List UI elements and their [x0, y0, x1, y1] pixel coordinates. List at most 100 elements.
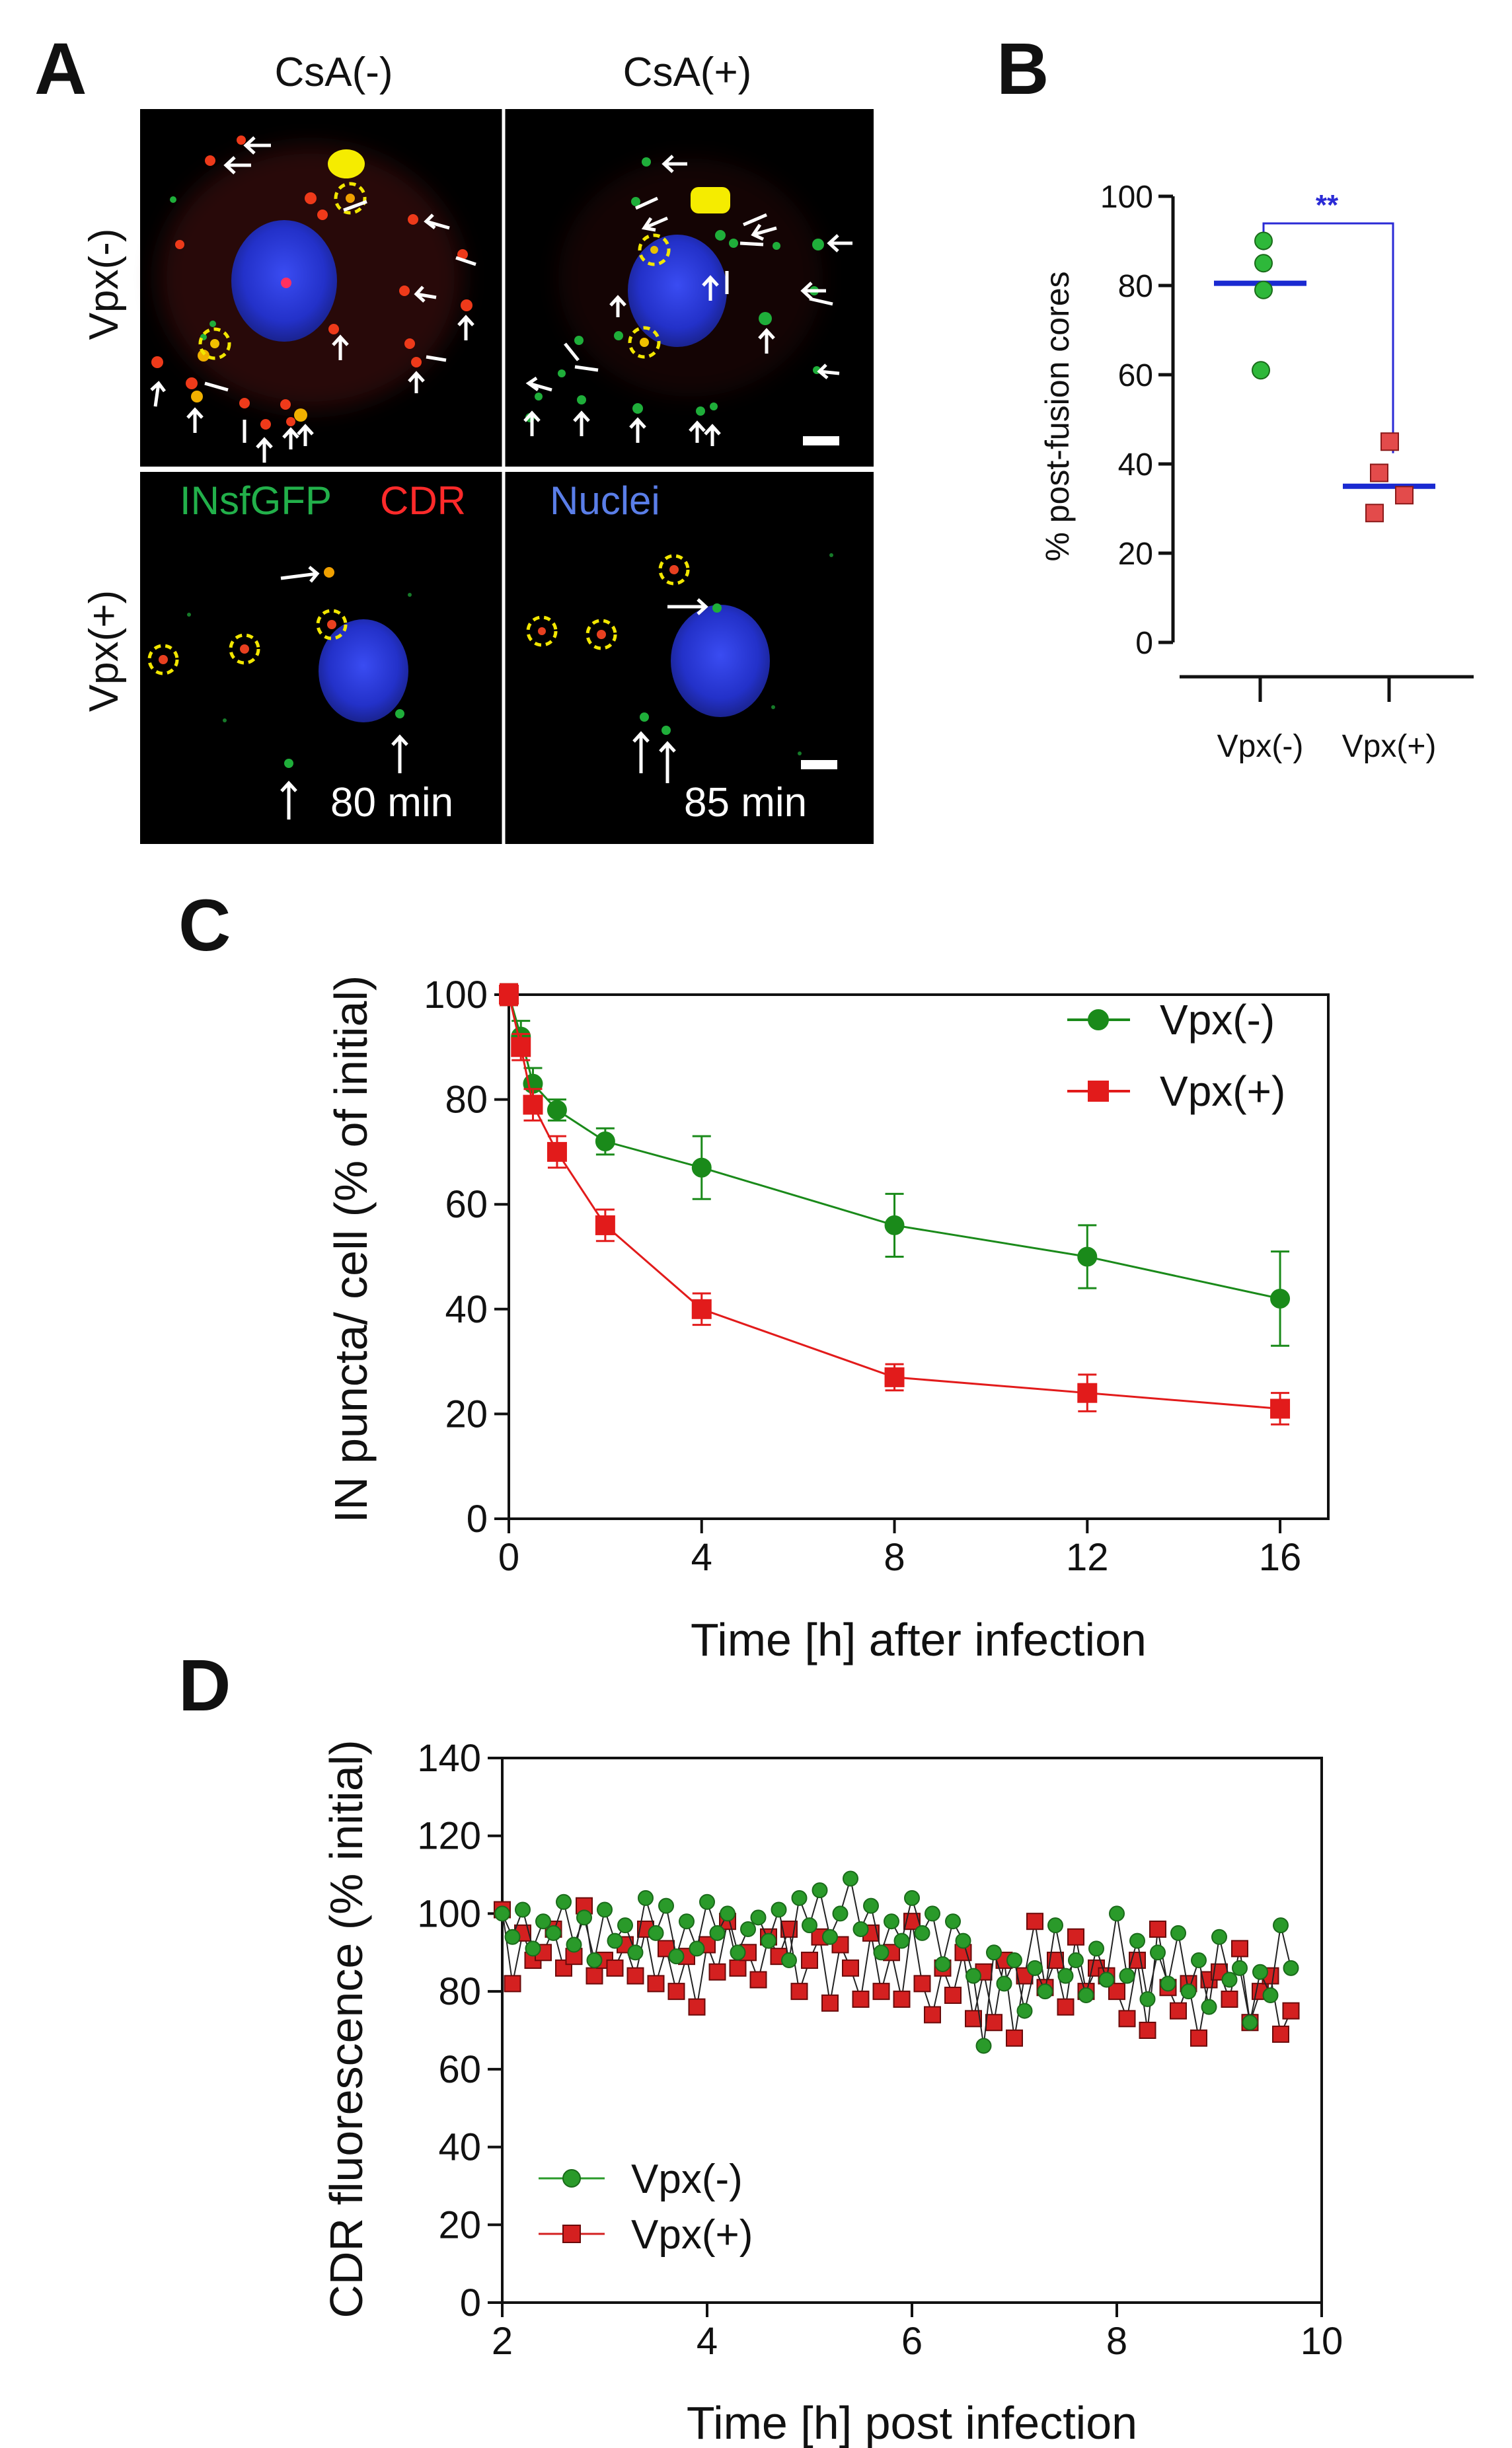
arrow: [662, 155, 687, 173]
puncta-red: [237, 135, 246, 145]
data-point: [1139, 2022, 1156, 2039]
data-point: [729, 1959, 747, 1977]
legend-green-insfgfp: INsfGFP: [180, 478, 332, 523]
data-point: [1190, 2029, 1207, 2047]
data-point: [832, 1905, 849, 1922]
data-point: [1252, 1964, 1268, 1980]
puncta-red: [186, 377, 198, 389]
data-point: [1270, 1288, 1291, 1309]
data-point: [945, 1913, 961, 1930]
data-point: [1370, 463, 1388, 482]
arrow: [641, 216, 668, 232]
data-point: [1221, 1990, 1238, 2008]
data-point: [499, 985, 519, 1005]
y-tick-label: 100: [417, 1892, 481, 1935]
puncta-red: [159, 655, 168, 664]
puncta-green: [662, 726, 671, 735]
arrow: [574, 365, 599, 372]
arrow: [523, 410, 541, 436]
puncta-orange: [650, 246, 658, 254]
data-point: [843, 1870, 858, 1887]
puncta-green: [812, 239, 824, 250]
post-fusion-core-circle: [147, 644, 179, 675]
data-point: [597, 1901, 613, 1918]
data-point: [525, 1940, 541, 1957]
puncta-red: [286, 417, 295, 426]
puncta-green: [395, 709, 404, 718]
data-point: [1109, 1905, 1125, 1922]
y-tick-label: 20: [438, 2203, 481, 2246]
y-tick-label: 40: [438, 2126, 481, 2169]
y-tick-label: 0: [1135, 626, 1153, 661]
data-point: [884, 1913, 899, 1930]
y-axis-label: IN puncta/ cell (% of initial): [325, 975, 377, 1523]
arrow: [297, 424, 314, 446]
data-point: [523, 1094, 543, 1115]
data-point: [740, 1921, 756, 1937]
x-tick-label: Vpx(-): [1217, 729, 1304, 764]
x-tick-label: Vpx(+): [1342, 729, 1437, 764]
y-tick-label: 20: [1118, 537, 1153, 572]
puncta-red: [669, 565, 679, 574]
data-point: [1088, 1009, 1109, 1030]
x-tick-label: 10: [1301, 2320, 1343, 2363]
data-point: [1149, 1920, 1166, 1938]
data-point: [893, 1990, 911, 2008]
data-point: [1160, 1975, 1176, 1992]
data-point: [925, 1905, 940, 1922]
data-point: [781, 1952, 797, 1969]
arrow: [564, 342, 580, 362]
puncta-orange: [191, 391, 203, 402]
legend-label: Vpx(-): [631, 2157, 743, 2202]
data-point: [1201, 1999, 1217, 2015]
data-point: [648, 1925, 664, 1941]
data-point: [658, 1940, 675, 1958]
y-tick-label: 40: [445, 1288, 488, 1331]
x-tick-label: 16: [1259, 1536, 1302, 1579]
significance-stars: **: [1316, 189, 1339, 221]
arrow: [739, 241, 764, 247]
puncta-green: [771, 705, 775, 709]
puncta-red: [411, 357, 422, 367]
puncta-yellow: [328, 149, 365, 178]
data-point: [1098, 1971, 1115, 1988]
panel-b-scatter: 0 20 40 60 80 100 Vpx(-) Vpx(+) % post-fusion co…: [1039, 180, 1474, 764]
post-fusion-core-circle: [526, 615, 558, 647]
puncta-red: [280, 399, 291, 410]
data-point: [1037, 1983, 1053, 2000]
puncta-green: [642, 157, 651, 167]
data-point: [1006, 2029, 1023, 2047]
panel-c-legend: Vpx(-) Vpx(+): [1067, 996, 1285, 1115]
panel-d-legend: Vpx(-) Vpx(+): [539, 2157, 753, 2258]
data-point: [934, 1956, 951, 1972]
puncta-green: [558, 369, 566, 377]
data-point: [511, 1037, 531, 1057]
data-point: [801, 1952, 818, 1970]
puncta-red: [317, 210, 328, 220]
data-point: [904, 1890, 920, 1906]
puncta-red: [404, 338, 415, 349]
data-point: [1078, 1987, 1094, 2004]
panel-c-series: [499, 983, 1291, 1426]
data-point: [1365, 504, 1384, 523]
puncta-green: [798, 751, 802, 755]
panel-c-axes: 0 4 8 12 16 0 20 40 60 80 100 Time [h] after infect…: [325, 974, 1330, 1665]
puncta-green: [574, 336, 584, 345]
arrow: [455, 256, 476, 266]
data-point: [924, 2006, 941, 2024]
legend-label: Vpx(-): [1160, 996, 1275, 1044]
data-point: [617, 1917, 633, 1934]
y-tick-label: 60: [445, 1183, 488, 1226]
x-tick-label: 2: [492, 2320, 513, 2363]
data-point: [1262, 1987, 1279, 2004]
data-point: [547, 1100, 567, 1120]
arrow: [525, 376, 552, 392]
post-fusion-core-circle: [198, 327, 231, 360]
data-point: [515, 1901, 531, 1918]
data-point: [691, 1299, 712, 1319]
arrow: [667, 598, 708, 615]
arrow: [414, 286, 437, 303]
data-point: [1231, 1940, 1248, 1958]
data-point: [586, 1952, 603, 1969]
